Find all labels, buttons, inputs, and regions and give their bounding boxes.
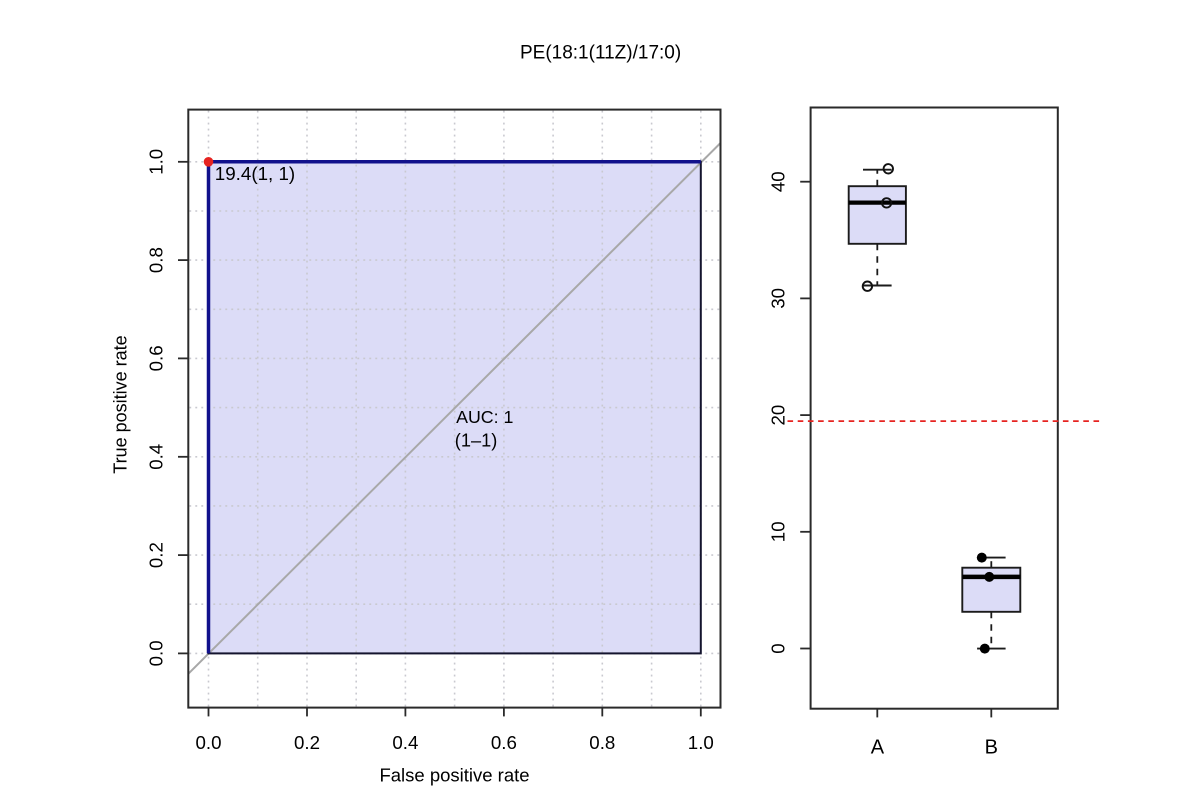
svg-text:40: 40 — [768, 171, 789, 192]
svg-text:PE(18:1(11Z)/17:0): PE(18:1(11Z)/17:0) — [520, 42, 681, 63]
svg-text:True positive rate: True positive rate — [110, 335, 130, 473]
svg-text:AUC: 1: AUC: 1 — [456, 407, 513, 427]
svg-text:(1–1): (1–1) — [455, 430, 497, 450]
svg-text:20: 20 — [768, 405, 789, 426]
svg-text:10: 10 — [768, 521, 789, 542]
svg-text:0.2: 0.2 — [145, 542, 166, 568]
svg-text:0.8: 0.8 — [145, 247, 166, 273]
svg-text:0.6: 0.6 — [145, 345, 166, 371]
svg-text:0.6: 0.6 — [491, 732, 517, 753]
svg-text:30: 30 — [768, 288, 789, 309]
svg-text:0.4: 0.4 — [392, 732, 418, 753]
svg-text:B: B — [985, 736, 998, 758]
svg-text:False positive rate: False positive rate — [379, 765, 529, 786]
svg-text:19.4(1, 1): 19.4(1, 1) — [215, 163, 295, 184]
svg-text:1.0: 1.0 — [688, 732, 714, 753]
svg-text:0.2: 0.2 — [294, 732, 320, 753]
svg-text:0.0: 0.0 — [145, 640, 166, 666]
svg-text:0.0: 0.0 — [196, 732, 222, 753]
svg-text:0: 0 — [768, 643, 789, 653]
svg-text:1.0: 1.0 — [145, 149, 166, 175]
svg-text:0.8: 0.8 — [589, 732, 615, 753]
svg-text:A: A — [871, 736, 885, 758]
svg-text:0.4: 0.4 — [145, 444, 166, 470]
